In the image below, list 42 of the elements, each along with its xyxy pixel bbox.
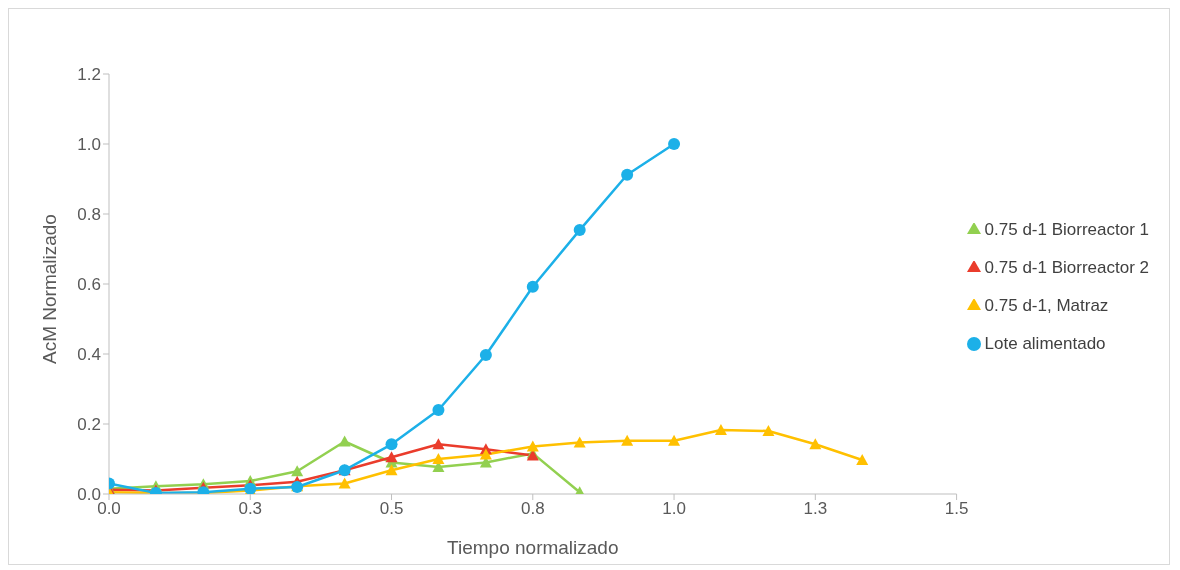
- point: [573, 224, 586, 237]
- x-tick-label: 0.8: [520, 499, 545, 519]
- point: [432, 453, 445, 464]
- legend-label: 0.75 d-1 Biorreactor 1: [984, 219, 1149, 239]
- x-tick-label: 1.0: [662, 499, 686, 519]
- point: [385, 438, 398, 451]
- y-tick-label: 0.8: [77, 205, 101, 225]
- point: [385, 464, 398, 476]
- y-axis-title: AcM Normalizado: [38, 214, 60, 364]
- y-tick-label: 1.0: [77, 135, 101, 155]
- point: [385, 451, 398, 463]
- point: [432, 404, 445, 416]
- point: [338, 435, 351, 447]
- point: [668, 434, 681, 446]
- y-tick-label: 0.6: [77, 275, 101, 295]
- x-tick-label: 0.5: [379, 499, 404, 519]
- point: [668, 138, 681, 150]
- legend-label: 0.75 d-1, Matraz: [984, 295, 1109, 315]
- x-tick-label: 0.0: [97, 499, 121, 519]
- y-tick-label: 1.2: [77, 65, 101, 85]
- point: [762, 425, 775, 436]
- point: [479, 349, 492, 362]
- point: [338, 477, 351, 489]
- y-tick-label: 0.2: [77, 415, 101, 435]
- point: [526, 440, 539, 452]
- point: [809, 438, 822, 450]
- y-tick-label: 0.4: [77, 345, 101, 365]
- point: [526, 280, 539, 293]
- point: [856, 454, 869, 466]
- legend-label: 0.75 d-1 Biorreactor 2: [984, 257, 1149, 277]
- x-tick-label: 1.5: [944, 499, 969, 519]
- x-axis-title: Tiempo normalizado: [447, 537, 619, 558]
- x-tick-label: 1.3: [803, 499, 828, 519]
- x-tick-label: 0.3: [238, 499, 263, 519]
- point: [573, 436, 586, 448]
- point: [621, 434, 634, 446]
- point: [621, 168, 634, 181]
- legend-label: Lote alimentado: [984, 333, 1106, 353]
- point: [479, 448, 492, 460]
- point: [714, 423, 727, 435]
- point: [291, 465, 304, 477]
- point: [432, 438, 445, 450]
